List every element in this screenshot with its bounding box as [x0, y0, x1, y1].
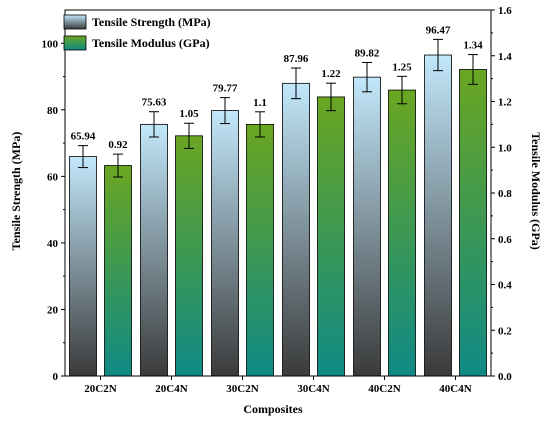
x-tick-label: 30C2N [226, 383, 258, 395]
x-tick-label: 40C4N [439, 383, 471, 395]
x-tick-label: 30C4N [297, 383, 329, 395]
y-right-tick-label: 0.4 [498, 280, 512, 292]
bar-strength [282, 82, 310, 377]
y-right-tick-label: 1.0 [498, 142, 512, 154]
y-right-tick-label: 1.2 [498, 97, 512, 109]
bar-strength [140, 123, 168, 377]
y-left-tick-label: 100 [42, 38, 59, 50]
data-label-strength: 79.77 [213, 83, 238, 95]
y-right-tick-label: 0.8 [498, 188, 512, 200]
y-right-tick-label: 1.6 [498, 5, 512, 17]
legend: Tensile Strength (MPa) Tensile Modulus (… [63, 14, 211, 51]
y-left-axis-title: Tensile Strength (MPa) [9, 132, 23, 251]
bar-strength [353, 76, 381, 377]
legend-swatch-strength [63, 14, 87, 30]
bar-strength [69, 156, 97, 377]
data-label-strength: 89.82 [355, 48, 380, 60]
data-label-modulus: 1.05 [179, 108, 199, 120]
data-label-modulus: 1.25 [392, 61, 412, 73]
y-right-axis-title: Tensile Modulus (GPa) [529, 132, 543, 250]
data-label-modulus: 0.92 [108, 139, 128, 151]
x-tick-label: 20C2N [84, 383, 116, 395]
legend-label-strength: Tensile Strength (MPa) [92, 15, 211, 29]
bar-strength [211, 110, 239, 377]
y-right-tick-label: 0.2 [498, 325, 512, 337]
bar-strength [424, 54, 452, 377]
y-right-tick-label: 0.6 [498, 234, 512, 246]
x-axis-title: Composites [243, 402, 303, 416]
data-label-modulus: 1.22 [321, 68, 341, 80]
bar-modulus [175, 135, 203, 377]
data-label-strength: 96.47 [426, 24, 451, 36]
bar-modulus [317, 96, 345, 377]
x-tick-label: 40C2N [368, 383, 400, 395]
bar-modulus [459, 69, 487, 377]
y-left-tick-label: 20 [47, 304, 59, 316]
bar-modulus [246, 123, 274, 377]
y-right-tick-label: 0.0 [498, 371, 512, 383]
data-label-strength: 87.96 [284, 53, 309, 65]
bar-modulus [388, 89, 416, 377]
bar-modulus [104, 165, 132, 377]
data-label-modulus: 1.34 [463, 40, 483, 52]
y-right-tick-label: 1.4 [498, 51, 512, 63]
legend-swatch-modulus [63, 35, 87, 51]
legend-label-modulus: Tensile Modulus (GPa) [92, 36, 210, 50]
y-left-tick-label: 40 [47, 238, 59, 250]
x-tick-label: 20C4N [155, 383, 187, 395]
data-label-modulus: 1.1 [253, 97, 267, 109]
y-left-tick-label: 80 [47, 105, 59, 117]
data-label-strength: 65.94 [71, 131, 96, 143]
y-left-tick-label: 60 [47, 171, 59, 183]
data-label-strength: 75.63 [142, 97, 167, 109]
y-left-tick-label: 0 [53, 371, 59, 383]
